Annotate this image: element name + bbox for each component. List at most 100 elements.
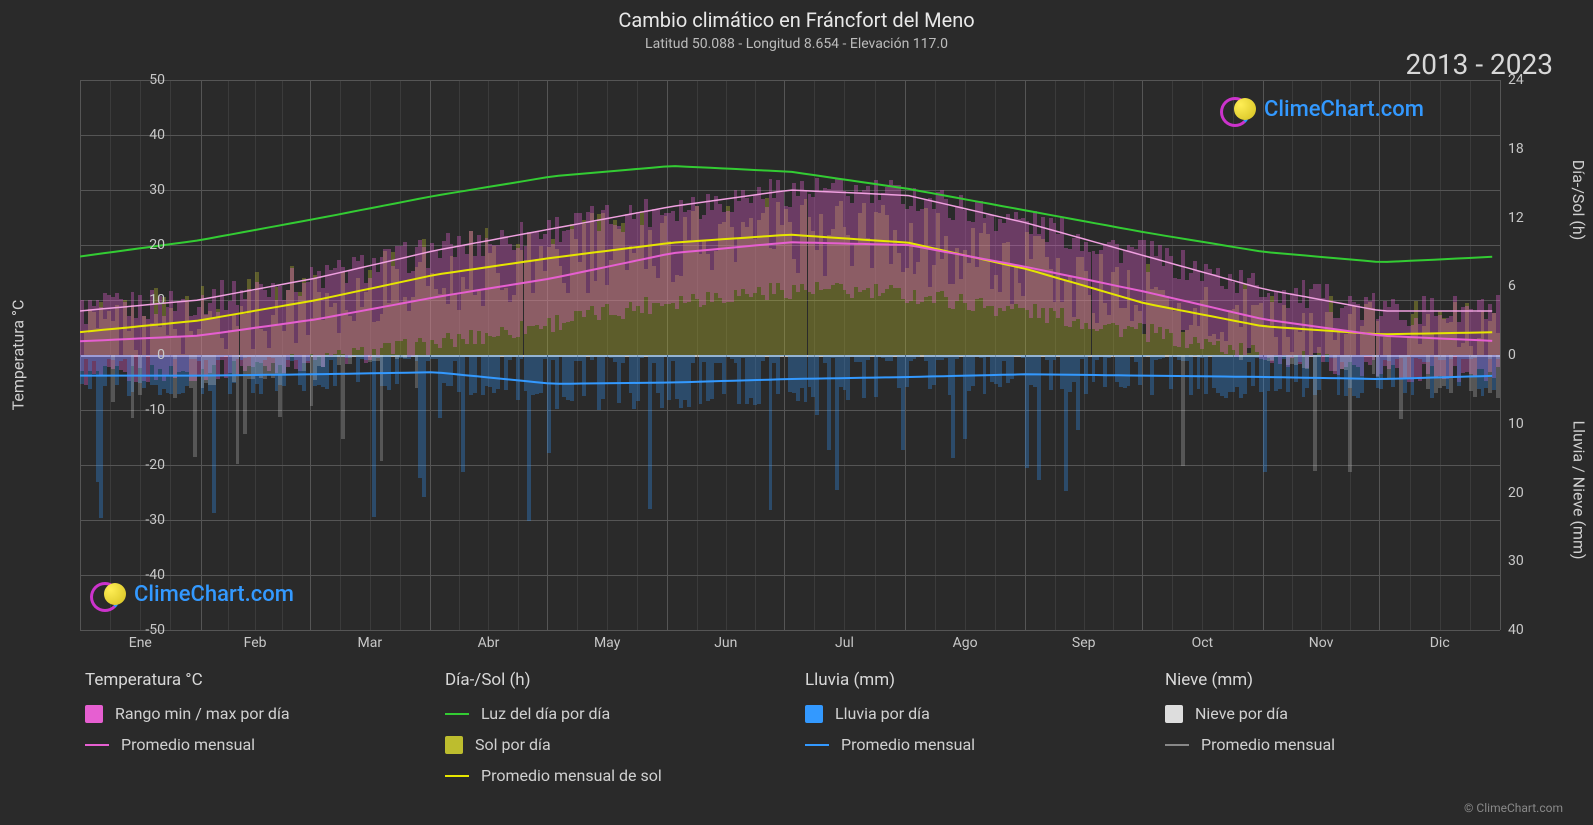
legend-group: Temperatura °CRango min / max por díaPro… <box>85 670 425 785</box>
bar-rain-daily <box>1103 355 1107 387</box>
grid-line-h <box>80 190 1500 191</box>
bar-rain-daily <box>667 355 671 400</box>
bar-rain-daily <box>387 355 391 390</box>
legend-label: Luz del día por día <box>481 704 610 723</box>
y-tick-right-mm: 20 <box>1508 485 1568 501</box>
legend-swatch-line-icon <box>805 744 829 746</box>
bar-rain-daily <box>737 355 741 404</box>
bar-rain-daily <box>1162 355 1166 358</box>
bar-rain-daily <box>1138 355 1142 385</box>
y-tick-right-hours: 12 <box>1508 210 1568 226</box>
watermark-logo-icon <box>90 580 126 608</box>
legend-swatch-line-icon <box>445 775 469 777</box>
bar-rain-daily <box>815 355 819 415</box>
legend-item: Rango min / max por día <box>85 704 425 723</box>
y-tick-right-hours: 18 <box>1508 141 1568 157</box>
y-tick-left: 20 <box>105 237 165 253</box>
x-tick-month: May <box>594 635 620 651</box>
bar-rain-daily <box>846 355 850 400</box>
bar-rain-daily <box>547 355 551 453</box>
bar-rain-daily <box>539 355 543 393</box>
grid-line-h <box>80 575 1500 576</box>
x-tick-month: Feb <box>244 635 267 651</box>
grid-line-v <box>1500 80 1501 630</box>
bar-rain-daily <box>356 355 360 382</box>
watermark: ClimeChart.com <box>1220 95 1424 123</box>
bar-rain-daily <box>395 355 399 384</box>
grid-line-h <box>80 410 1500 411</box>
x-tick-month: Abr <box>478 635 500 651</box>
y-tick-right-mm: 10 <box>1508 416 1568 432</box>
y-axis-left-label: Temperatura °C <box>9 300 28 411</box>
bar-rain-daily <box>582 355 586 396</box>
bar-rain-daily <box>874 355 878 397</box>
bar-snow-daily <box>1305 355 1309 369</box>
legend: Temperatura °CRango min / max por díaPro… <box>85 670 1505 785</box>
bar-rain-daily <box>372 355 376 517</box>
y-axis-right-top-label: Día-/Sol (h) <box>1570 160 1589 241</box>
bar-rain-daily <box>422 355 426 497</box>
legend-header: Nieve (mm) <box>1165 670 1505 690</box>
grid-line-h <box>80 465 1500 466</box>
bar-rain-daily <box>496 355 500 389</box>
bar-snow-daily <box>348 355 352 364</box>
bar-rain-daily <box>769 355 773 510</box>
y-tick-right-mm: 40 <box>1508 622 1568 638</box>
bar-snow-daily <box>236 355 240 464</box>
watermark-text: ClimeChart.com <box>134 582 294 607</box>
y-tick-left: 50 <box>105 72 165 88</box>
bar-rain-daily <box>648 355 652 509</box>
bar-snow-daily <box>1496 355 1500 398</box>
legend-item: Luz del día por día <box>445 704 785 723</box>
bar-rain-daily <box>955 355 959 359</box>
bar-rain-daily <box>699 355 703 404</box>
x-tick-month: Mar <box>358 635 383 651</box>
legend-swatch-box-icon <box>1165 705 1183 723</box>
bar-rain-daily <box>1189 355 1193 395</box>
x-tick-month: Jul <box>835 635 854 651</box>
bar-snow-daily <box>341 355 345 439</box>
watermark-logo-icon <box>1220 95 1256 123</box>
legend-label: Nieve por día <box>1195 704 1288 723</box>
y-tick-left: 40 <box>105 127 165 143</box>
bar-rain-daily <box>691 355 695 363</box>
bar-rain-daily <box>1037 355 1041 480</box>
legend-group: Nieve (mm) Nieve por día Promedio mensual <box>1165 670 1505 785</box>
grid-line-h <box>80 80 1500 81</box>
y-tick-right-mm: 30 <box>1508 553 1568 569</box>
x-tick-month: Oct <box>1192 635 1214 651</box>
legend-label: Promedio mensual <box>121 735 255 754</box>
chart-container: Cambio climático en Fráncfort del Meno L… <box>0 0 1593 825</box>
grid-line-h <box>80 520 1500 521</box>
legend-label: Promedio mensual <box>1201 735 1335 754</box>
bar-rain-daily <box>951 355 955 458</box>
bar-rain-daily <box>983 355 987 394</box>
x-tick-month: Sep <box>1072 635 1096 651</box>
legend-item: Promedio mensual de sol <box>445 766 785 785</box>
y-axis-right-bottom-label: Lluvia / Nieve (mm) <box>1570 420 1589 559</box>
bar-rain-daily <box>504 355 508 390</box>
bar-rain-daily <box>1010 355 1014 379</box>
legend-item: Sol por día <box>445 735 785 754</box>
legend-group: Día-/Sol (h) Luz del día por día Sol por d… <box>445 670 785 785</box>
y-tick-left: 0 <box>105 347 165 363</box>
bar-rain-daily <box>1278 355 1282 389</box>
legend-label: Lluvia por día <box>835 704 930 723</box>
bar-rain-daily <box>1076 355 1080 430</box>
legend-item: Nieve por día <box>1165 704 1505 723</box>
legend-label: Rango min / max por día <box>115 704 290 723</box>
bar-rain-daily <box>776 355 780 394</box>
bar-rain-daily <box>971 355 975 386</box>
bar-rain-daily <box>1053 355 1057 360</box>
legend-header: Lluvia (mm) <box>805 670 1145 690</box>
legend-header: Día-/Sol (h) <box>445 670 785 690</box>
legend-label: Sol por día <box>475 735 551 754</box>
bar-rain-daily <box>461 355 465 472</box>
bar-rain-daily <box>889 355 893 361</box>
legend-swatch-line-icon <box>1165 744 1189 746</box>
bar-rain-daily <box>916 355 920 357</box>
legend-swatch-box-icon <box>805 705 823 723</box>
bar-rain-daily <box>862 355 866 398</box>
bar-rain-daily <box>1204 355 1208 394</box>
y-tick-left: -30 <box>105 512 165 528</box>
